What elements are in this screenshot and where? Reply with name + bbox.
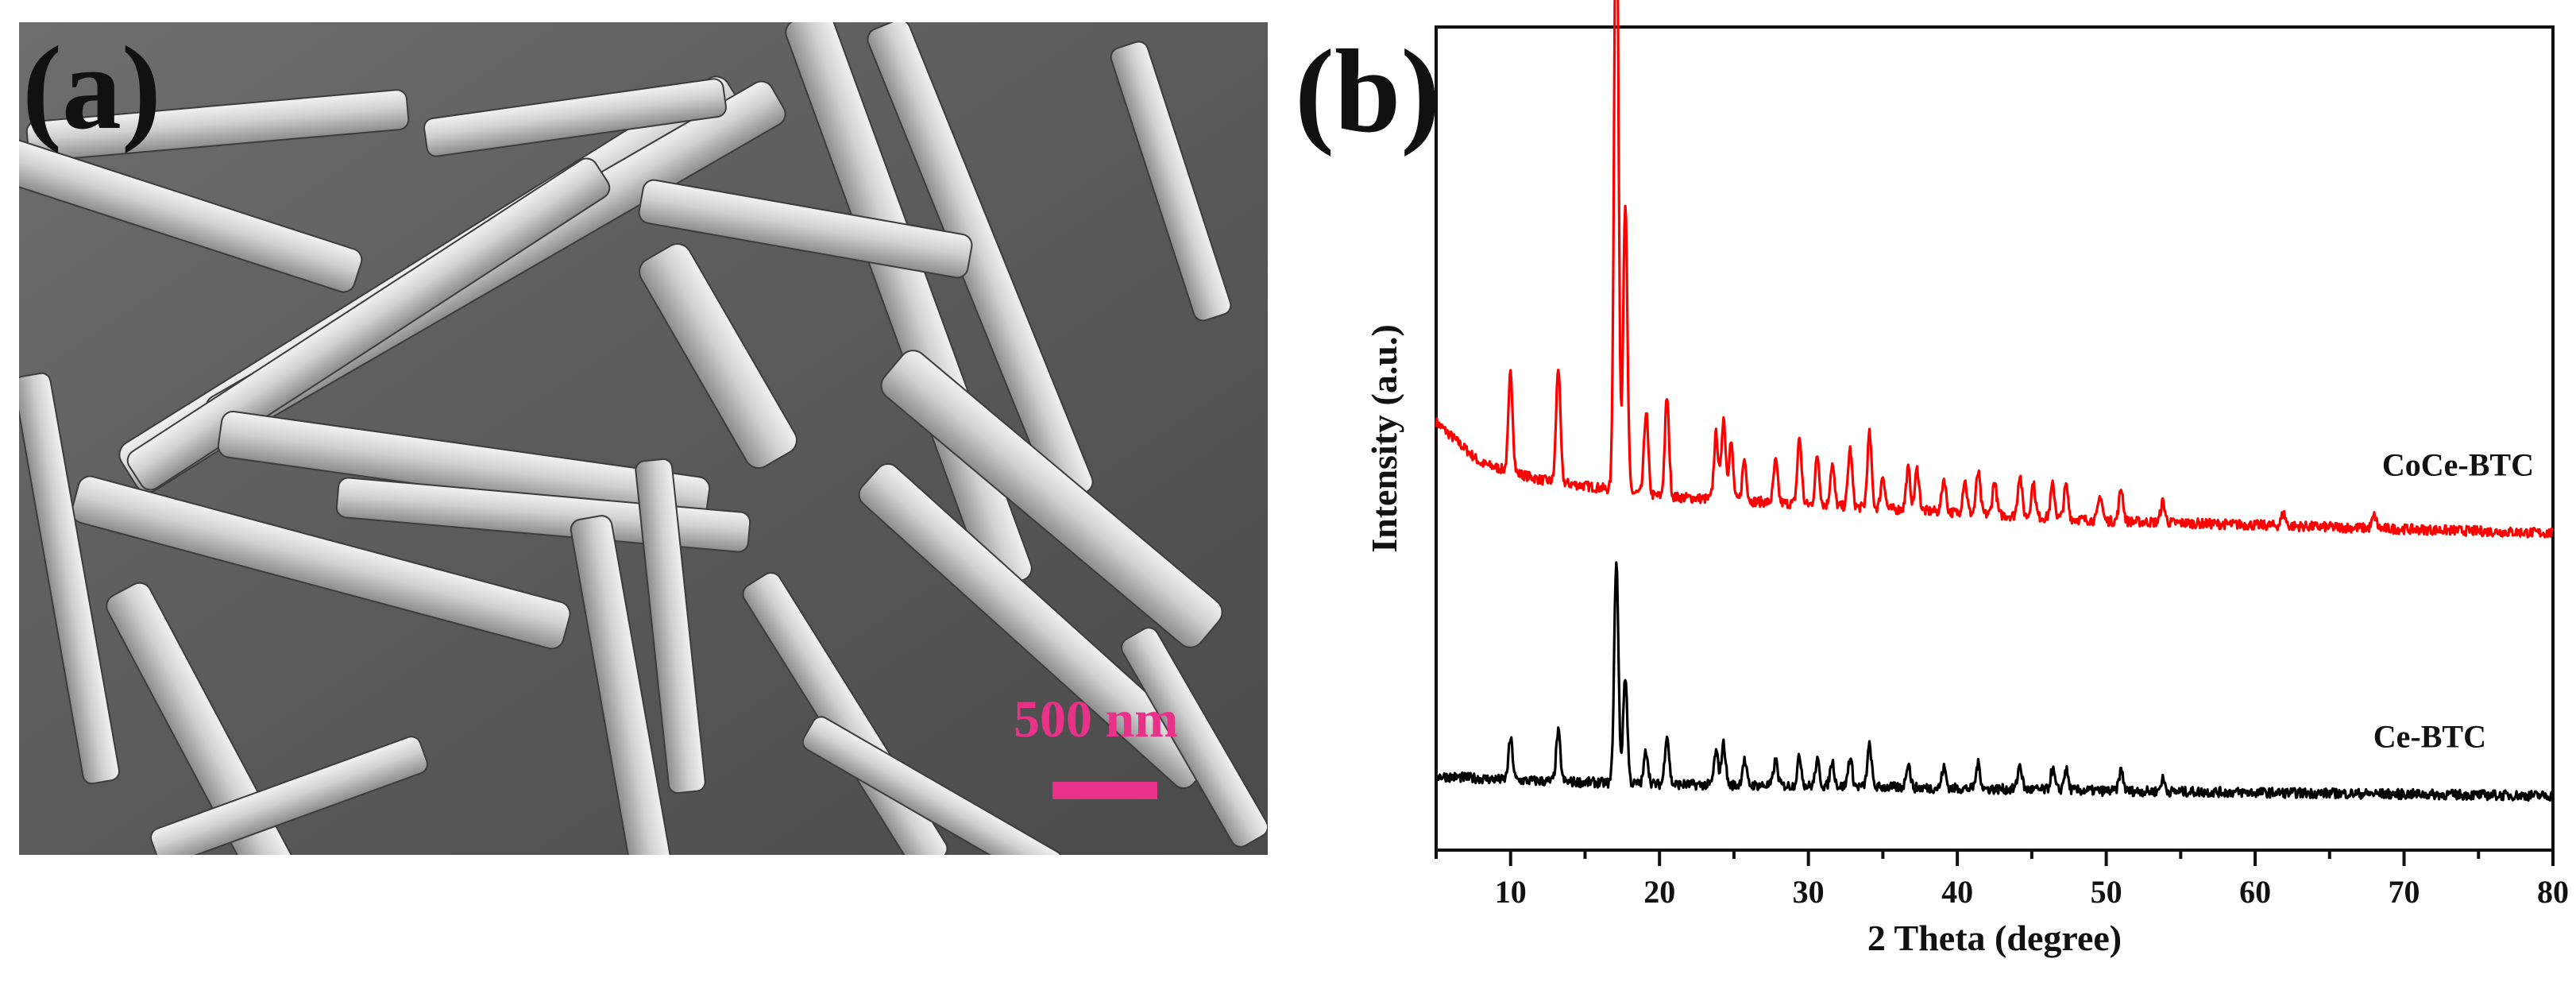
panel-b-label: (b): [1295, 25, 1441, 157]
nanorod: [880, 350, 1223, 648]
series-layer: CoCe-BTC Ce-BTC: [1435, 0, 2555, 802]
y-axis-label: Intensity (a.u.): [1364, 324, 1404, 553]
x-tick-label: 40: [1941, 874, 1973, 910]
nanorod: [150, 736, 428, 855]
nanorod: [638, 179, 973, 279]
x-axis-ticks: 10 20 30 40 50 60 70 80: [1435, 850, 2569, 910]
x-tick-label: 70: [2389, 874, 2420, 910]
panel-a-label: (a): [22, 22, 161, 154]
x-tick-label: 80: [2537, 874, 2569, 910]
nanorod: [25, 89, 410, 162]
nanorod-crystals: [19, 22, 1268, 855]
scale-bar: [1052, 782, 1157, 799]
series-line-coce-btc: [1435, 0, 2555, 539]
nanorod: [639, 243, 798, 469]
nanorod: [801, 716, 1064, 855]
sem-micrograph: [19, 22, 1268, 855]
x-tick-label: 30: [1793, 874, 1825, 910]
nanorod: [570, 515, 676, 855]
x-tick-label: 10: [1495, 874, 1527, 910]
x-tick-label: 60: [2239, 874, 2271, 910]
series-label-ce-btc: Ce-BTC: [2373, 719, 2486, 755]
x-tick-label: 20: [1643, 874, 1675, 910]
nanorod: [71, 475, 571, 650]
series-label-coce-btc: CoCe-BTC: [2382, 447, 2534, 483]
x-tick-label: 50: [2091, 874, 2122, 910]
nanorod: [19, 117, 363, 293]
nanorod: [1120, 627, 1268, 848]
nanorod: [19, 372, 120, 785]
nanorod: [635, 458, 706, 794]
scale-bar-label: 500 nm: [1014, 690, 1179, 748]
nanorod: [126, 157, 611, 491]
series-line-ce-btc: [1435, 561, 2555, 802]
nanorod: [423, 78, 727, 157]
plot-frame: [1435, 25, 2555, 852]
x-axis-label: 2 Theta (degree): [1867, 918, 2122, 958]
nanorod: [1110, 41, 1232, 322]
